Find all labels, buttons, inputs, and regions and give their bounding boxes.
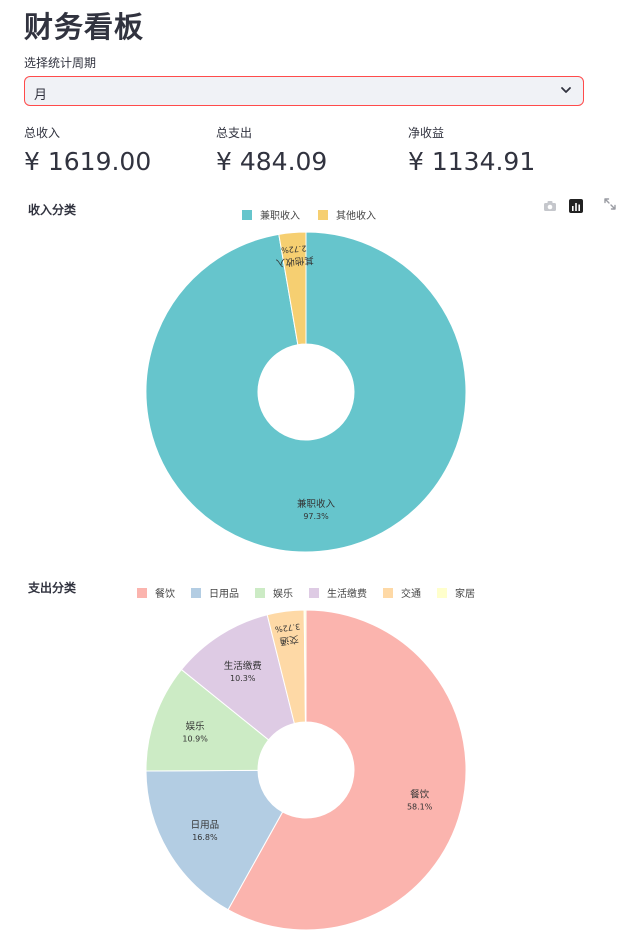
income-legend-label[interactable]: 其他收入: [336, 209, 376, 222]
metric-label: 总收入: [24, 126, 61, 140]
expense-slice-label: 交通: [279, 633, 300, 647]
expense-legend-label[interactable]: 娱乐: [273, 587, 293, 600]
metric-total-expense: 总支出 ¥ 484.09: [216, 124, 327, 176]
expense-chart-title: 支出分类: [28, 581, 77, 595]
period-select-value: 月: [34, 88, 48, 103]
expense-slice-percent: 3.72%: [274, 622, 301, 634]
metric-net-income: 净收益 ¥ 1134.91: [408, 124, 535, 176]
expense-slice[interactable]: [145, 668, 270, 772]
expense-legend-label[interactable]: 日用品: [209, 588, 239, 600]
income-slice-label: 兼职收入: [297, 498, 336, 510]
income-slice-label: 其他收入: [275, 254, 314, 269]
expense-pie-chart: 餐饮 日用品 娱乐 生活缴费 交通 家居餐饮58.1%日用品16.8%娱乐10.9%生活缴…: [137, 587, 475, 931]
expense-legend-label[interactable]: 交通: [401, 587, 421, 600]
metric-value: ¥ 1619.00: [24, 147, 152, 176]
expense-legend-swatch[interactable]: [309, 588, 319, 598]
expense-legend-label[interactable]: 家居: [455, 587, 475, 600]
expense-legend-swatch[interactable]: [255, 588, 265, 598]
expense-slice-percent: 16.8%: [192, 833, 218, 842]
expense-slice[interactable]: [145, 769, 284, 911]
period-select[interactable]: 月: [24, 76, 584, 106]
income-legend-label[interactable]: 兼职收入: [260, 209, 300, 222]
expense-legend-swatch[interactable]: [191, 588, 201, 598]
metric-label: 净收益: [408, 126, 445, 140]
metric-value: ¥ 1134.91: [408, 147, 536, 176]
income-chart-title: 收入分类: [28, 203, 77, 217]
expense-legend-label[interactable]: 餐饮: [155, 587, 175, 600]
expense-slice-label: 餐饮: [410, 789, 430, 801]
metric-total-income: 总收入 ¥ 1619.00: [24, 124, 151, 176]
expense-legend-swatch[interactable]: [383, 588, 393, 598]
metric-value: ¥ 484.09: [216, 147, 328, 176]
metric-label: 总支出: [216, 126, 253, 140]
expense-slice[interactable]: [303, 609, 307, 723]
expand-icon[interactable]: [602, 196, 618, 212]
expense-slice-label: 娱乐: [186, 720, 206, 732]
income-slice-percent: 97.3%: [303, 512, 329, 521]
expense-legend-swatch[interactable]: [437, 588, 447, 598]
income-legend-swatch[interactable]: [242, 210, 252, 220]
expense-slice-percent: 10.9%: [182, 734, 208, 743]
expense-slice-label: 日用品: [191, 820, 220, 831]
expense-slice-label: 生活缴费: [224, 660, 262, 672]
expense-slice-percent: 10.3%: [230, 674, 256, 683]
period-label: 选择统计周期: [24, 56, 97, 70]
expense-legend-label[interactable]: 生活缴费: [327, 587, 367, 600]
chevron-down-icon: [561, 87, 571, 93]
chart-icon[interactable]: [568, 198, 584, 214]
income-slice-percent: 2.72%: [280, 243, 306, 254]
expense-legend-swatch[interactable]: [137, 588, 147, 598]
page-title: 财务看板: [24, 10, 145, 44]
expense-slice[interactable]: [227, 609, 467, 931]
income-slice[interactable]: [145, 231, 467, 553]
camera-icon[interactable]: [542, 198, 558, 214]
income-slice[interactable]: [278, 231, 307, 346]
income-legend-swatch[interactable]: [318, 210, 328, 220]
expense-slice-percent: 58.1%: [407, 803, 433, 812]
